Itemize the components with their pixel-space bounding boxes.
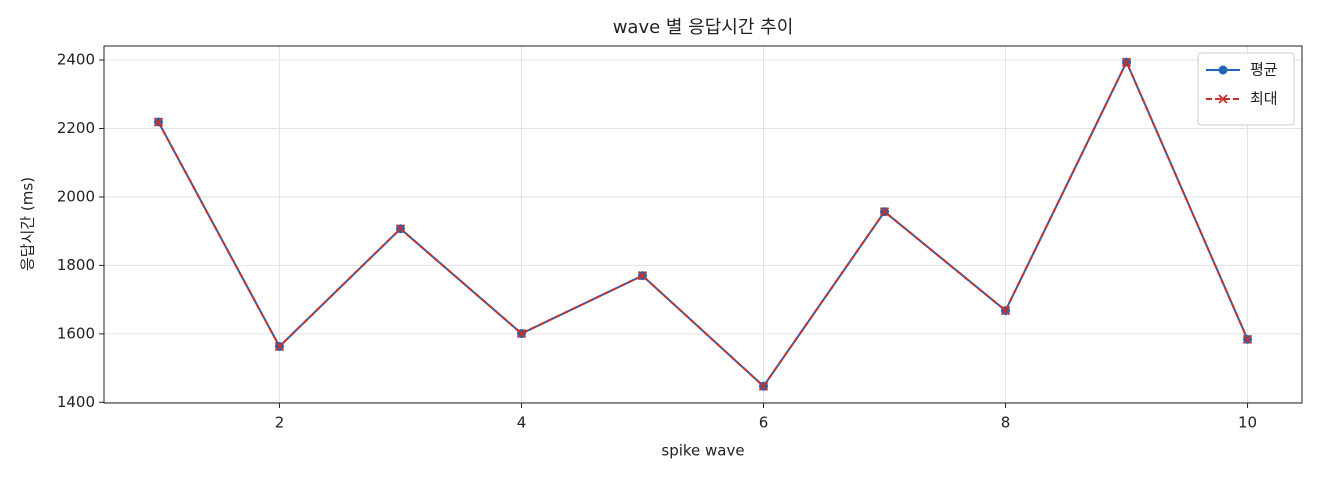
- marker-x: [153, 117, 164, 127]
- marker: [1121, 57, 1132, 67]
- marker-x: [1000, 305, 1011, 316]
- x-tick-label: 8: [1001, 414, 1011, 432]
- marker-x: [395, 224, 406, 234]
- x-tick-label: 6: [759, 414, 769, 432]
- marker-x: [879, 207, 890, 217]
- marker: [153, 117, 164, 127]
- marker: [274, 341, 285, 352]
- marker: [1218, 94, 1228, 104]
- series-line: [157, 59, 1249, 388]
- y-tick-label: 1800: [57, 256, 95, 274]
- marker-x: [1242, 334, 1253, 344]
- marker: [1000, 305, 1011, 316]
- y-tick-label: 2200: [57, 119, 95, 137]
- marker: [516, 328, 527, 339]
- marker-x: [274, 341, 285, 352]
- x-tick-label: 4: [517, 414, 527, 432]
- marker: [637, 271, 648, 281]
- legend-label: 평균: [1250, 61, 1278, 79]
- y-tick-label: 1400: [57, 393, 95, 411]
- series-line: [157, 59, 1249, 388]
- marker: [758, 381, 769, 391]
- x-axis-label: spike wave: [661, 442, 744, 460]
- y-tick-label: 2000: [57, 187, 95, 205]
- marker-x: [758, 381, 769, 391]
- y-tick-label: 1600: [57, 324, 95, 342]
- x-tick-label: 10: [1238, 414, 1257, 432]
- marker: [395, 224, 406, 234]
- marker-x: [1121, 57, 1132, 67]
- marker-x: [637, 271, 648, 281]
- y-axis-label: 응답시간 (ms): [19, 177, 37, 271]
- y-tick-label: 2400: [57, 51, 95, 69]
- marker-x: [516, 328, 527, 339]
- marker: [1218, 65, 1228, 75]
- marker-x: [1218, 94, 1228, 104]
- legend-label: 최대: [1250, 90, 1278, 108]
- marker: [879, 207, 890, 217]
- marker: [1242, 334, 1253, 344]
- legend-box: [1197, 52, 1295, 126]
- chart-title: wave 별 응답시간 추이: [613, 17, 794, 38]
- plot-frame: [103, 45, 1303, 404]
- x-tick-label: 2: [275, 414, 285, 432]
